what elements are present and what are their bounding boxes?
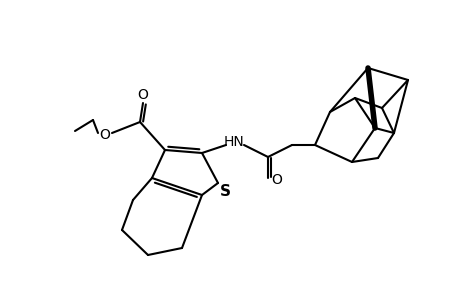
Text: HN: HN [223,135,244,149]
Text: O: O [137,88,148,102]
Text: O: O [271,173,282,187]
Text: O: O [99,128,110,142]
Text: S: S [219,184,230,199]
